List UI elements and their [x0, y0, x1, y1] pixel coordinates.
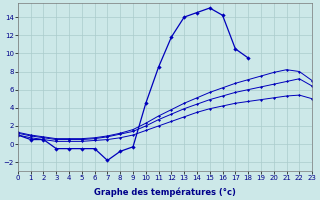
X-axis label: Graphe des températures (°c): Graphe des températures (°c): [94, 187, 236, 197]
